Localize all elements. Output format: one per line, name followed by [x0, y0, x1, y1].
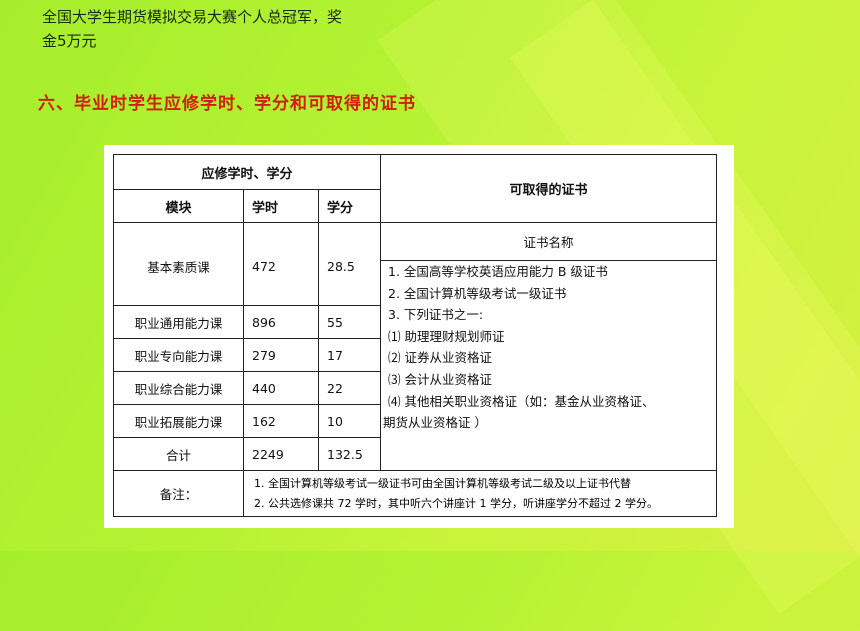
module-cell: 职业专向能力课 — [113, 338, 244, 372]
notes-label: 备注： — [113, 470, 244, 517]
cert-item: ⑴ 助理理财规划师证 — [388, 328, 505, 344]
intro-text: 全国大学生期货模拟交易大赛个人总冠军，奖 金5万元 — [42, 5, 412, 53]
total-hours: 2249 — [243, 437, 319, 471]
header-hours: 学时 — [243, 189, 319, 223]
note-item: 1. 全国计算机等级考试一级证书可由全国计算机等级考试二级及以上证书代替 — [254, 477, 631, 490]
hours-cell: 896 — [243, 305, 319, 339]
credits-cell: 17 — [318, 338, 381, 372]
credits-cell: 28.5 — [318, 222, 381, 306]
module-cell: 职业通用能力课 — [113, 305, 244, 339]
header-group: 应修学时、学分 — [113, 154, 381, 190]
module-cell: 职业拓展能力课 — [113, 404, 244, 438]
cert-item: ⑵ 证券从业资格证 — [388, 350, 492, 366]
cert-name-header: 证书名称 — [380, 222, 717, 261]
intro-line: 全国大学生期货模拟交易大赛个人总冠军，奖 — [42, 8, 343, 26]
intro-line: 金5万元 — [42, 32, 97, 50]
hours-cell: 279 — [243, 338, 319, 372]
total-credits: 132.5 — [318, 437, 381, 471]
module-cell: 基本素质课 — [113, 222, 244, 306]
cert-item: 3. 下列证书之一: — [388, 307, 484, 323]
hours-cell: 162 — [243, 404, 319, 438]
header-certs: 可取得的证书 — [380, 154, 717, 223]
cert-item: ⑶ 会计从业资格证 — [388, 371, 492, 387]
cert-item: ⑷ 其他相关职业资格证（如：基金从业资格证、 — [388, 393, 655, 409]
header-module: 模块 — [113, 189, 244, 223]
credits-cell: 10 — [318, 404, 381, 438]
notes-cell: 1. 全国计算机等级考试一级证书可由全国计算机等级考试二级及以上证书代替 2. … — [243, 470, 717, 517]
hours-cell: 472 — [243, 222, 319, 306]
section-heading: 六、毕业时学生应修学时、学分和可取得的证书 — [38, 94, 416, 114]
cert-list: 1. 全国高等学校英语应用能力 B 级证书 2. 全国计算机等级考试一级证书 3… — [380, 260, 717, 471]
header-credits: 学分 — [318, 189, 381, 223]
cert-item: 2. 全国计算机等级考试一级证书 — [388, 285, 567, 301]
credits-cell: 55 — [318, 305, 381, 339]
cert-item: 1. 全国高等学校英语应用能力 B 级证书 — [388, 264, 608, 279]
total-label: 合计 — [113, 437, 244, 471]
cert-item: 期货从业资格证 ） — [383, 415, 487, 431]
hours-cell: 440 — [243, 371, 319, 405]
note-item: 2. 公共选修课共 72 学时，其中听六个讲座计 1 学分，听讲座学分不超过 2… — [254, 497, 658, 510]
module-cell: 职业综合能力课 — [113, 371, 244, 405]
credits-cell: 22 — [318, 371, 381, 405]
